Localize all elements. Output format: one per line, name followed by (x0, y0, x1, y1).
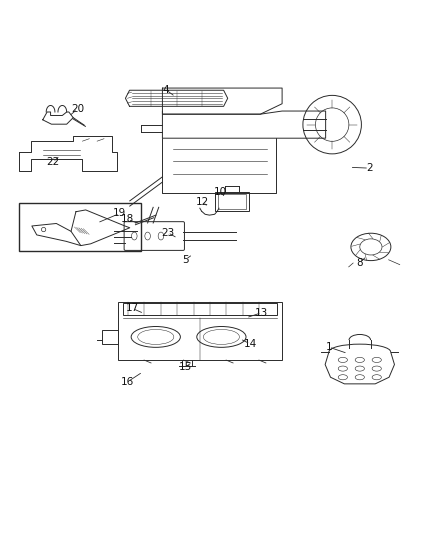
Text: 5: 5 (182, 255, 189, 264)
Text: 12: 12 (196, 197, 209, 207)
Text: 19: 19 (113, 208, 127, 219)
Text: 16: 16 (121, 377, 134, 387)
Bar (218, 193, 246, 209)
Bar (19, 204, 141, 251)
Text: 1: 1 (325, 342, 332, 352)
Text: 2: 2 (366, 163, 372, 173)
Bar (215, 192, 250, 211)
Text: 8: 8 (356, 258, 363, 268)
Text: 17: 17 (125, 303, 138, 313)
Text: 20: 20 (71, 104, 84, 114)
Text: 18: 18 (121, 214, 134, 224)
Text: 22: 22 (46, 157, 60, 167)
Bar (102, 330, 118, 344)
Text: 4: 4 (162, 85, 169, 95)
Bar (118, 302, 282, 360)
Text: 23: 23 (161, 228, 174, 238)
Text: 10: 10 (214, 187, 227, 197)
Text: 15: 15 (178, 362, 192, 373)
Text: 14: 14 (244, 339, 257, 349)
Bar (123, 303, 277, 315)
Text: 13: 13 (255, 308, 268, 318)
